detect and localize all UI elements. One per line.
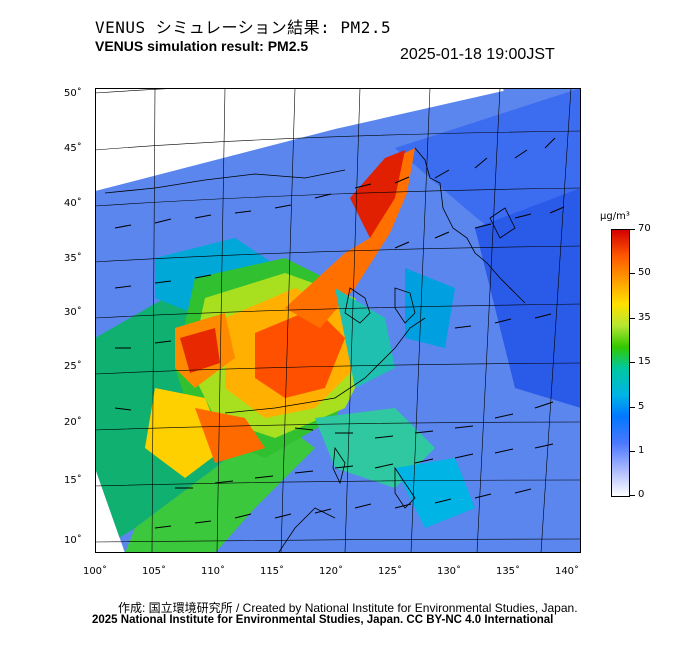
lat-label-10: 10˚ <box>64 535 82 546</box>
lon-label-110: 110˚ <box>200 566 226 577</box>
lat-label-35: 35˚ <box>64 253 82 264</box>
lat-lon-grid <box>95 88 581 553</box>
colorbar-tick <box>629 495 635 496</box>
lon-label-130: 130˚ <box>436 566 462 577</box>
pm25-map <box>95 88 581 553</box>
colorbar-label-35: 35 <box>638 312 651 323</box>
lon-label-100: 100˚ <box>82 566 108 577</box>
colorbar-tick <box>629 229 635 230</box>
map-title-japanese: VENUS シミュレーション結果: PM2.5 <box>95 18 392 37</box>
colorbar-label-5: 5 <box>638 401 645 412</box>
lat-label-20: 20˚ <box>64 417 82 428</box>
colorbar-tick <box>629 273 635 274</box>
colorbar-tick <box>629 451 635 452</box>
lon-label-140: 140˚ <box>554 566 580 577</box>
lat-label-25: 25˚ <box>64 361 82 372</box>
colorbar-tick <box>629 318 635 319</box>
credit-line: 作成: 国立環境研究所 / Created by National Instit… <box>118 601 578 615</box>
concentration-field <box>95 88 581 553</box>
lat-label-50: 50˚ <box>64 88 82 99</box>
lon-label-115: 115˚ <box>259 566 285 577</box>
lat-label-45: 45˚ <box>64 143 82 154</box>
lat-label-15: 15˚ <box>64 475 82 486</box>
colorbar-label-1: 1 <box>638 445 645 456</box>
lon-label-120: 120˚ <box>318 566 344 577</box>
forecast-timestamp: 2025-01-18 19:00JST <box>400 46 555 63</box>
lon-label-105: 105˚ <box>141 566 167 577</box>
colorbar-label-0: 0 <box>638 489 645 500</box>
map-title-english: VENUS simulation result: PM2.5 <box>95 38 309 54</box>
colorbar <box>611 229 630 497</box>
copyright-line: 2025 National Institute for Environmenta… <box>92 614 554 626</box>
lon-label-125: 125˚ <box>377 566 403 577</box>
wind-vectors <box>114 137 565 529</box>
colorbar-tick <box>629 407 635 408</box>
colorbar-tick <box>629 362 635 363</box>
colorbar-label-70: 70 <box>638 223 651 234</box>
colorbar-unit: µg/m³ <box>600 211 630 222</box>
colorbar-label-15: 15 <box>638 356 651 367</box>
lon-label-135: 135˚ <box>495 566 521 577</box>
lat-label-40: 40˚ <box>64 198 82 209</box>
lat-label-30: 30˚ <box>64 307 82 318</box>
colorbar-label-50: 50 <box>638 267 651 278</box>
